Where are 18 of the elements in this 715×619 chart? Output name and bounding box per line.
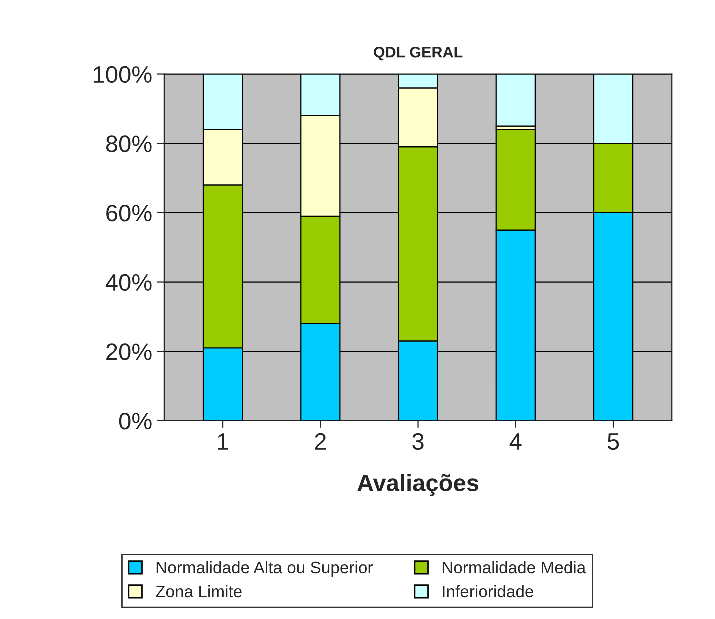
x-tick-label: 5 bbox=[608, 434, 620, 450]
y-tick-label: 40% bbox=[106, 274, 152, 292]
legend-label: Zona Limite bbox=[156, 585, 242, 598]
x-tick-label: 2 bbox=[315, 433, 326, 450]
legend-label: Normalidade Alta ou Superior bbox=[156, 561, 374, 577]
y-tick-label: 80% bbox=[106, 136, 152, 152]
x-axis-title: Avaliações bbox=[358, 474, 479, 496]
x-tick-label: 1 bbox=[218, 434, 228, 450]
x-tick-label: 3 bbox=[412, 433, 424, 450]
y-tick-label: 0% bbox=[119, 412, 152, 430]
chart-title: QDL GERAL bbox=[374, 46, 463, 61]
y-tick-label: 60% bbox=[106, 205, 152, 222]
legend-label: Inferioridade bbox=[443, 585, 534, 598]
legend-label: Normalidade Media bbox=[442, 561, 586, 574]
y-tick-label: 100% bbox=[94, 66, 152, 84]
x-tick-label: 4 bbox=[510, 434, 522, 450]
y-tick-label: 20% bbox=[106, 344, 152, 360]
bar bbox=[496, 74, 536, 127]
